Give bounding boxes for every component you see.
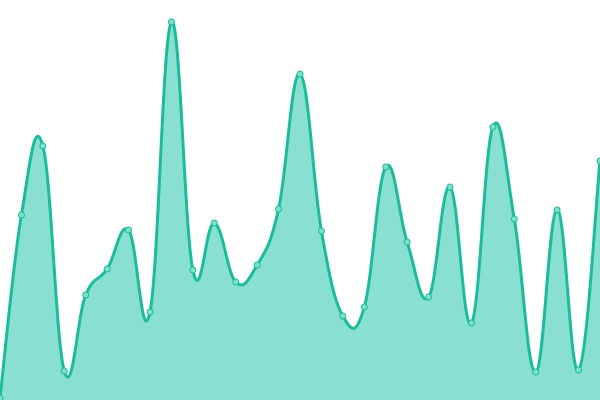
data-point-13 (275, 205, 283, 213)
data-point-17 (360, 303, 368, 311)
data-point-5 (103, 265, 111, 273)
data-point-6 (125, 226, 133, 234)
data-point-22 (467, 319, 475, 327)
data-point-15 (317, 227, 325, 235)
data-point-14 (296, 70, 304, 78)
data-point-20 (425, 293, 433, 301)
data-point-9 (189, 266, 197, 274)
data-point-8 (167, 18, 175, 26)
data-point-27 (575, 366, 583, 374)
data-point-7 (146, 308, 154, 316)
data-point-19 (403, 238, 411, 246)
data-point-28 (596, 157, 600, 165)
data-point-4 (82, 291, 90, 299)
data-points (0, 18, 600, 400)
data-point-11 (232, 278, 240, 286)
data-point-18 (382, 163, 390, 171)
data-point-0 (0, 394, 4, 400)
data-point-2 (39, 142, 47, 150)
series-area-fill (0, 21, 600, 400)
data-point-21 (446, 183, 454, 191)
data-point-16 (339, 312, 347, 320)
data-point-10 (210, 219, 218, 227)
data-point-1 (17, 211, 25, 219)
data-point-24 (510, 215, 518, 223)
data-point-25 (532, 368, 540, 376)
data-point-3 (60, 367, 68, 375)
data-point-12 (253, 261, 261, 269)
data-point-26 (553, 206, 561, 214)
data-point-23 (489, 123, 497, 131)
